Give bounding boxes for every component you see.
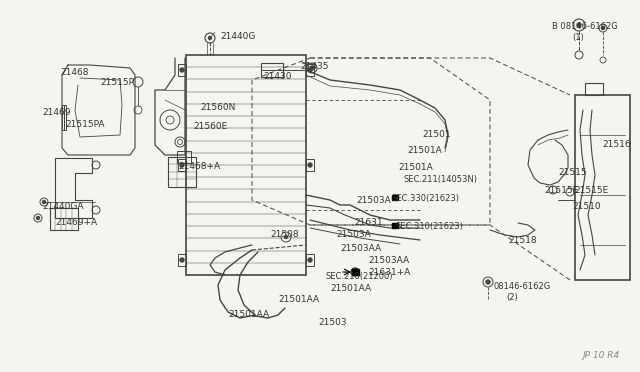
- Circle shape: [486, 280, 490, 284]
- Bar: [178, 64, 186, 76]
- Text: 21501AA: 21501AA: [330, 284, 371, 293]
- Text: 21631+A: 21631+A: [368, 268, 410, 277]
- Circle shape: [42, 201, 45, 203]
- Bar: [306, 159, 314, 171]
- Circle shape: [308, 68, 312, 72]
- Bar: [168, 157, 196, 187]
- Text: 21501A: 21501A: [398, 163, 433, 172]
- Bar: [306, 254, 314, 266]
- Bar: [392, 223, 398, 228]
- Circle shape: [577, 23, 581, 27]
- Text: 21440G: 21440G: [220, 32, 255, 41]
- Text: (1): (1): [572, 33, 584, 42]
- Text: 21430: 21430: [263, 72, 291, 81]
- Circle shape: [180, 68, 184, 72]
- Bar: [352, 269, 359, 275]
- Text: 21560E: 21560E: [193, 122, 227, 131]
- Text: 21469: 21469: [42, 108, 70, 117]
- Bar: [178, 159, 186, 171]
- Text: 21468+A: 21468+A: [178, 162, 220, 171]
- Text: 21508: 21508: [270, 230, 299, 239]
- Text: SEC.330(21623): SEC.330(21623): [392, 194, 460, 203]
- Text: 21516: 21516: [602, 140, 630, 149]
- Text: 21501AA: 21501AA: [228, 310, 269, 319]
- Text: SEC.211(14053N): SEC.211(14053N): [404, 175, 478, 184]
- Bar: [186, 55, 306, 275]
- Circle shape: [310, 66, 314, 70]
- Text: 21515E: 21515E: [544, 186, 579, 195]
- Text: 21503AA: 21503AA: [340, 244, 381, 253]
- Circle shape: [36, 217, 40, 219]
- Text: (2): (2): [506, 293, 518, 302]
- Text: SEC.210(21200): SEC.210(21200): [326, 272, 394, 281]
- Text: 21503A: 21503A: [336, 230, 371, 239]
- Text: 21503: 21503: [318, 318, 347, 327]
- Bar: [177, 151, 191, 163]
- Text: 21501: 21501: [422, 130, 451, 139]
- Bar: [62, 105, 64, 130]
- Bar: [64, 105, 66, 130]
- Bar: [585, 83, 603, 95]
- Bar: [261, 63, 283, 77]
- Text: B 08146-6162G: B 08146-6162G: [552, 22, 618, 31]
- Text: 21518: 21518: [508, 236, 536, 245]
- Circle shape: [308, 258, 312, 262]
- Bar: [392, 195, 398, 200]
- Text: 21468: 21468: [60, 68, 88, 77]
- Text: 21435: 21435: [300, 62, 328, 71]
- Text: 21501AA: 21501AA: [278, 295, 319, 304]
- Text: 21560N: 21560N: [200, 103, 236, 112]
- Text: 21469+A: 21469+A: [55, 218, 97, 227]
- Text: 21515PA: 21515PA: [65, 120, 104, 129]
- Bar: [178, 254, 186, 266]
- Text: 21515P: 21515P: [100, 78, 134, 87]
- Circle shape: [602, 26, 605, 29]
- Bar: [50, 208, 78, 230]
- Text: 21501A: 21501A: [407, 146, 442, 155]
- Circle shape: [285, 235, 287, 238]
- Bar: [306, 64, 314, 76]
- Bar: [575, 95, 630, 280]
- Circle shape: [308, 163, 312, 167]
- Text: 21510: 21510: [572, 202, 600, 211]
- Circle shape: [180, 258, 184, 262]
- Circle shape: [351, 268, 359, 276]
- Text: 21631: 21631: [354, 218, 383, 227]
- Text: 08146-6162G: 08146-6162G: [494, 282, 551, 291]
- Text: JP 10 R4: JP 10 R4: [583, 351, 620, 360]
- Text: SEC.310(21623): SEC.310(21623): [396, 222, 464, 231]
- Text: 21515: 21515: [558, 168, 587, 177]
- Circle shape: [180, 163, 184, 167]
- Text: 21515E: 21515E: [574, 186, 608, 195]
- Text: 21440GA: 21440GA: [42, 202, 83, 211]
- Text: 21503AA: 21503AA: [368, 256, 409, 265]
- Text: 21503A: 21503A: [356, 196, 391, 205]
- Circle shape: [209, 36, 211, 39]
